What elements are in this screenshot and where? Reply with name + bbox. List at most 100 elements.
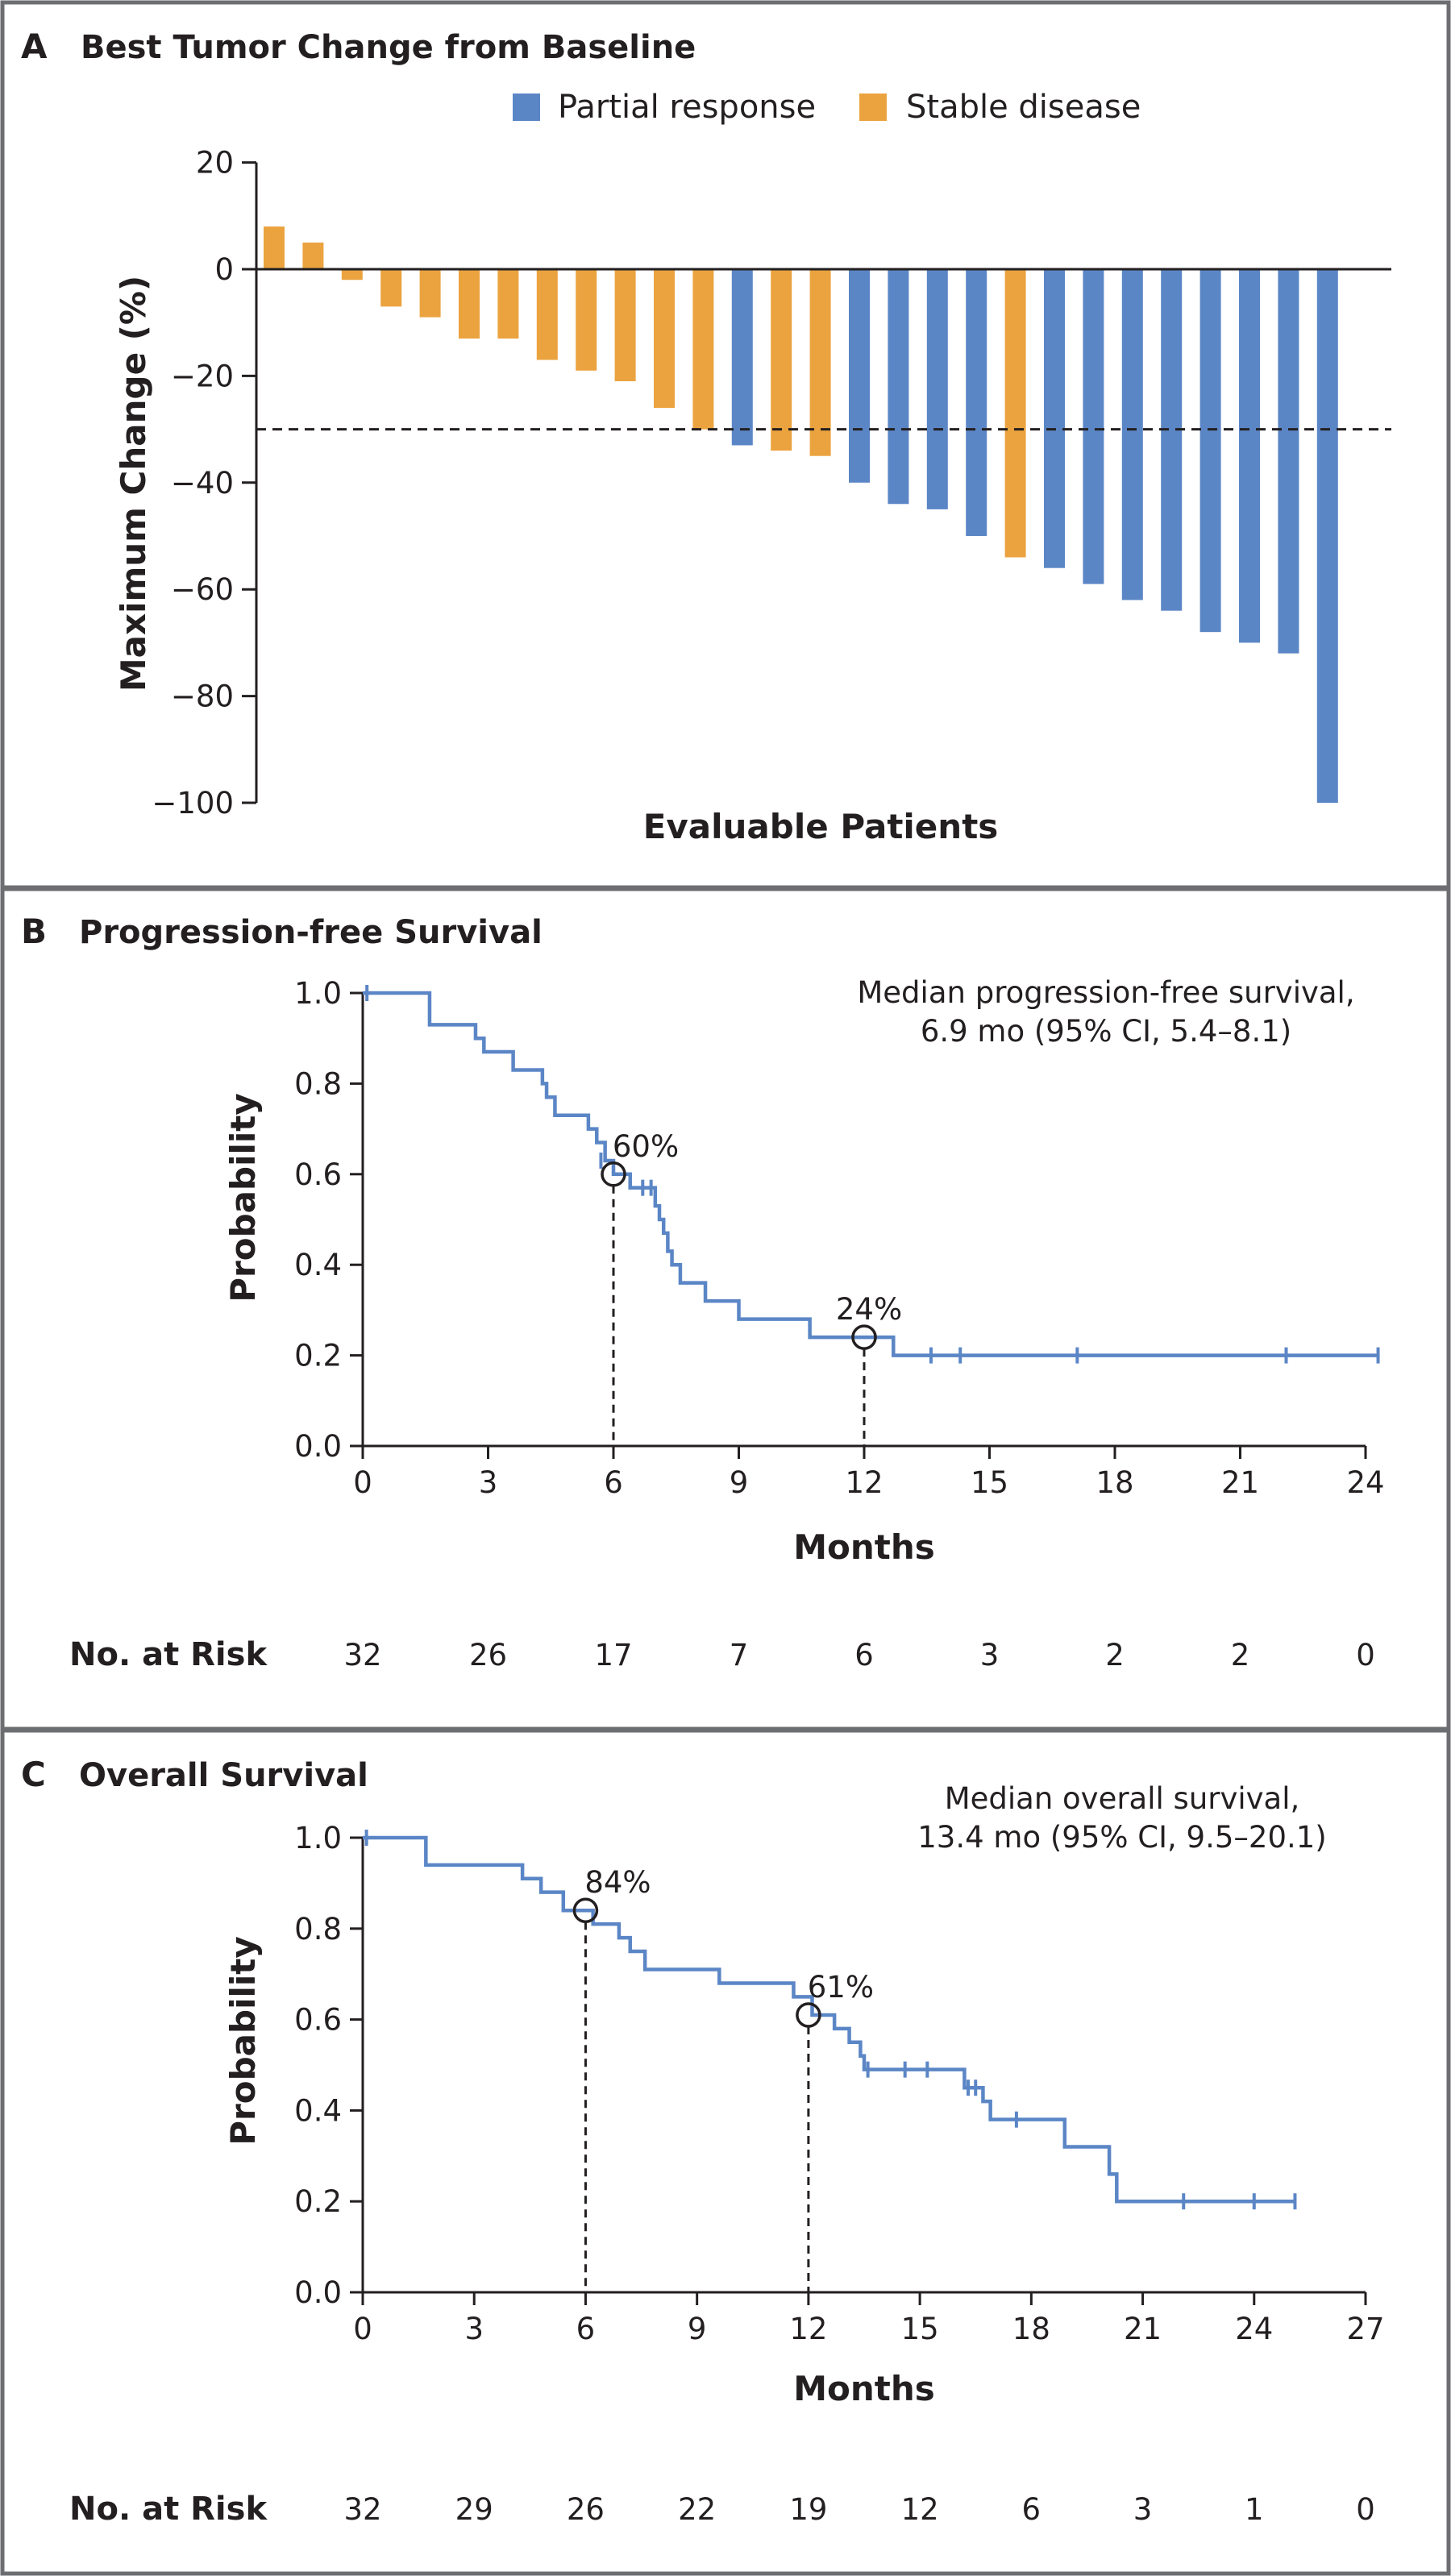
risk-count: 26 xyxy=(567,2492,605,2527)
x-tick-label: 6 xyxy=(604,1465,623,1500)
median-annotation-line-1: Median progression-free survival, xyxy=(857,975,1354,1010)
panel-b-title: Progression-free Survival xyxy=(79,914,543,951)
bar-patient-7 xyxy=(497,269,519,339)
y-tick-label: 1.0 xyxy=(294,976,342,1011)
x-axis-title: Months xyxy=(793,1527,935,1567)
panel-a-title: Best Tumor Change from Baseline xyxy=(81,29,696,66)
bars xyxy=(264,226,1338,803)
x-tick-label: 24 xyxy=(1235,2312,1273,2346)
bar-patient-13 xyxy=(731,269,753,446)
risk-count: 12 xyxy=(901,2492,939,2527)
legend-label-stable-disease: Stable disease xyxy=(906,89,1141,126)
bar-patient-6 xyxy=(459,269,480,339)
panel-c-title: Overall Survival xyxy=(79,1757,368,1794)
bar-patient-21 xyxy=(1044,269,1065,568)
x-tick-label: 21 xyxy=(1221,1465,1259,1500)
plot-area: 60% 24% xyxy=(363,985,1380,1446)
legend-label-partial-response: Partial response xyxy=(558,89,816,126)
bar-patient-16 xyxy=(849,269,870,483)
x-tick-label: 27 xyxy=(1346,2312,1384,2346)
marker-circle-month-12 xyxy=(796,2002,821,2028)
bar-patient-17 xyxy=(888,269,909,505)
risk-table: 32 29 26 22 19 12 6 3 1 0 xyxy=(343,2492,1374,2527)
risk-count: 19 xyxy=(789,2492,827,2527)
y-tick-label: 0 xyxy=(214,252,234,287)
risk-count: 22 xyxy=(678,2492,716,2527)
axes: 0.0 0.2 0.4 0.6 0.8 1.0 0 3 6 9 12 15 18 21 24 27 xyxy=(294,1821,1384,2346)
marker-label: 60% xyxy=(613,1129,679,1164)
survival-curve xyxy=(363,1835,1295,2204)
y-axis-title: Probability xyxy=(223,1936,263,2145)
y-tick-label: 0.4 xyxy=(294,1248,342,1282)
y-tick-label: 0.2 xyxy=(294,1339,342,1373)
risk-table: 32 26 17 7 6 3 2 2 0 xyxy=(343,1638,1374,1672)
median-annotation-line-2: 13.4 mo (95% CI, 9.5–20.1) xyxy=(917,1820,1326,1855)
x-tick-label: 9 xyxy=(730,1465,749,1500)
panel-a-waterfall-chart: A Best Tumor Change from Baseline Partia… xyxy=(0,0,1451,890)
y-tick-label: 20 xyxy=(196,146,234,181)
risk-count: 26 xyxy=(469,1638,507,1672)
bar-patient-26 xyxy=(1239,269,1260,643)
bar-patient-10 xyxy=(614,269,636,382)
panel-c-letter: C xyxy=(21,1755,46,1794)
marker-circle-month-6 xyxy=(601,1161,626,1187)
panel-a-letter: A xyxy=(21,27,48,66)
risk-count: 0 xyxy=(1356,2492,1375,2527)
x-tick-label: 18 xyxy=(1096,1465,1133,1500)
median-annotation-line-1: Median overall survival, xyxy=(945,1781,1300,1816)
x-tick-label: 0 xyxy=(353,1465,372,1500)
x-tick-label: 12 xyxy=(845,1465,883,1500)
risk-table-label: No. at Risk xyxy=(69,2491,268,2528)
bar-patient-4 xyxy=(380,269,402,307)
axes: 0.0 0.2 0.4 0.6 0.8 1.0 0 3 6 9 12 15 18 21 24 xyxy=(294,976,1384,1500)
bar-patient-19 xyxy=(966,269,987,536)
x-tick-label: 15 xyxy=(901,2312,939,2346)
y-axis: 20 0 −20 −40 −60 −80 −100 xyxy=(152,146,258,821)
y-tick-label: −60 xyxy=(171,572,234,607)
risk-count: 2 xyxy=(1105,1638,1125,1672)
bar-patient-27 xyxy=(1278,269,1299,654)
y-tick-label: 1.0 xyxy=(294,1821,342,1855)
risk-count: 3 xyxy=(980,1638,1000,1672)
x-tick-label: 12 xyxy=(789,2312,827,2346)
risk-count: 0 xyxy=(1356,1638,1375,1672)
bar-patient-15 xyxy=(809,269,831,456)
marker-label: 61% xyxy=(808,1970,874,2005)
x-tick-label: 24 xyxy=(1346,1465,1384,1500)
panel-b-pfs-chart: B Progression-free Survival Probability … xyxy=(0,887,1451,1731)
x-tick-label: 3 xyxy=(464,2312,484,2346)
risk-count: 32 xyxy=(343,2492,381,2527)
risk-count: 6 xyxy=(854,1638,874,1672)
bar-patient-3 xyxy=(341,269,363,280)
bar-patient-1 xyxy=(264,226,285,269)
y-tick-label: −80 xyxy=(171,679,234,714)
risk-count: 6 xyxy=(1022,2492,1041,2527)
y-axis-title: Probability xyxy=(223,1093,263,1302)
bar-patient-20 xyxy=(1004,269,1026,558)
x-axis-title: Evaluable Patients xyxy=(643,807,999,846)
marker-circle-month-12 xyxy=(851,1324,877,1350)
bar-patient-9 xyxy=(576,269,597,371)
bar-patient-8 xyxy=(536,269,558,360)
x-tick-label: 18 xyxy=(1012,2312,1050,2346)
bar-patient-28 xyxy=(1316,269,1338,803)
bar-patient-5 xyxy=(419,269,441,318)
x-tick-label: 9 xyxy=(688,2312,707,2346)
risk-count: 2 xyxy=(1231,1638,1250,1672)
risk-count: 29 xyxy=(455,2492,493,2527)
y-tick-label: 0.4 xyxy=(294,2093,342,2128)
risk-count: 1 xyxy=(1245,2492,1264,2527)
bar-patient-18 xyxy=(926,269,948,509)
x-tick-label: 3 xyxy=(479,1465,498,1500)
marker-circle-month-6 xyxy=(572,1897,599,1923)
panel-c-os-chart: C Overall Survival Probability Months Me… xyxy=(0,1728,1451,2576)
risk-count: 32 xyxy=(343,1638,381,1672)
risk-table-label: No. at Risk xyxy=(69,1636,268,1673)
survival-curve xyxy=(363,991,1378,1357)
risk-count: 7 xyxy=(730,1638,749,1672)
y-tick-label: −100 xyxy=(152,786,234,821)
y-axis-title: Maximum Change (%) xyxy=(114,276,153,692)
plot-area: 84% 61% xyxy=(363,1830,1297,2292)
legend: Partial response Stable disease xyxy=(513,89,1141,126)
y-tick-label: 0.2 xyxy=(294,2184,342,2219)
